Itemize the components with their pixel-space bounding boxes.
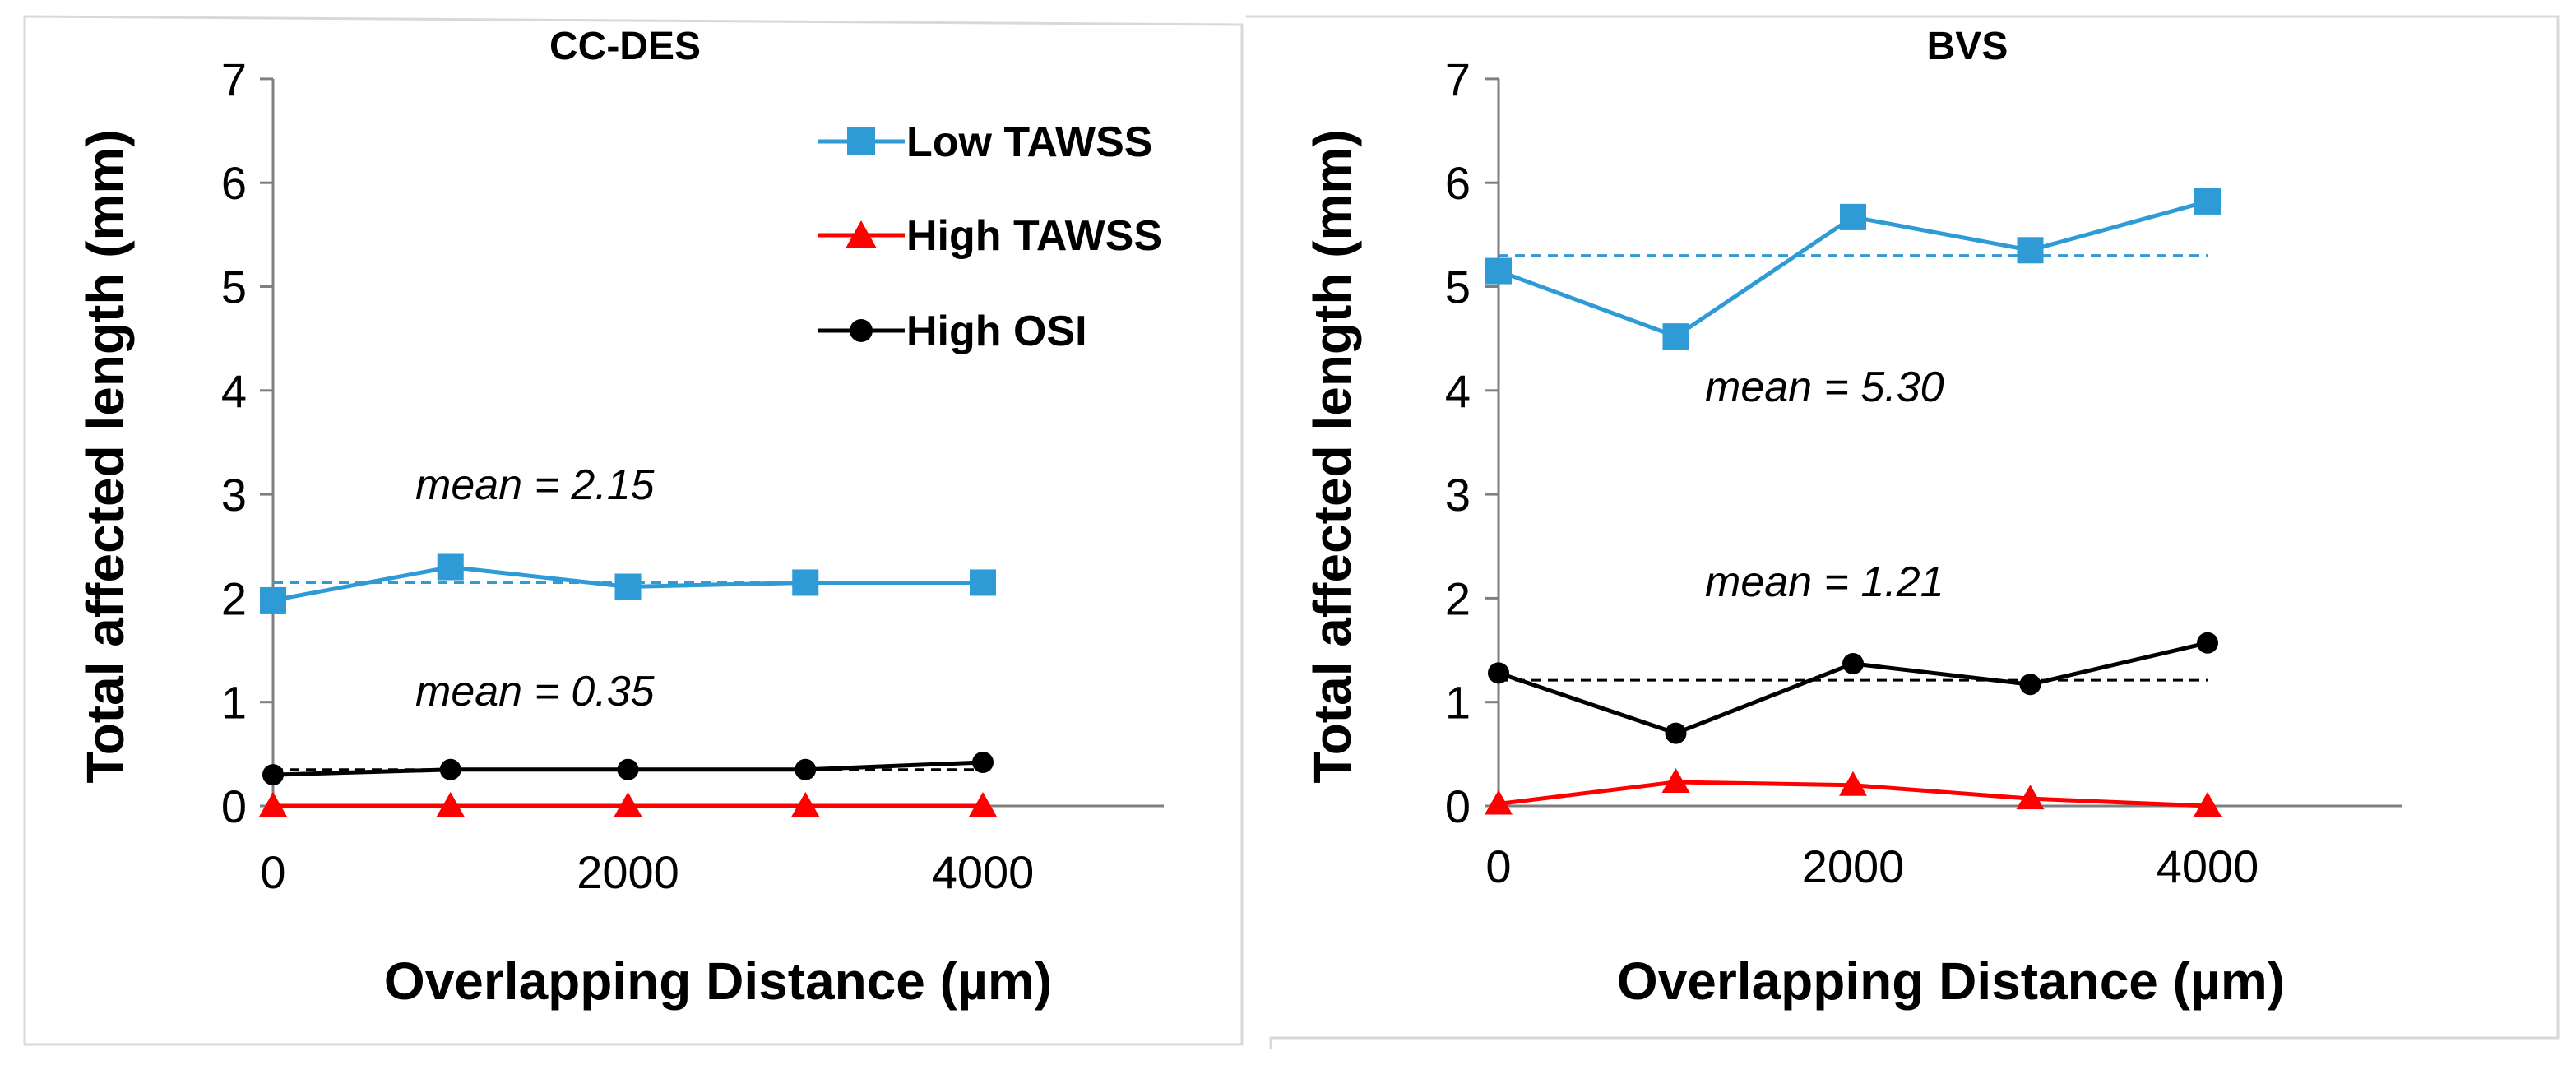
right-panel-border — [1246, 15, 2560, 1049]
y-tick-label: 2 — [1445, 572, 1471, 624]
data-point-marker — [439, 758, 461, 780]
y-tick-label: 0 — [221, 780, 247, 832]
mean-annotation-high-osi: mean = 0.35 — [415, 668, 656, 715]
data-point-marker — [2017, 237, 2044, 264]
chart-title: BVS — [1927, 25, 2008, 68]
y-tick-label: 7 — [1445, 53, 1471, 105]
data-point-marker — [1661, 767, 1690, 793]
data-point-marker — [1485, 257, 1512, 285]
y-tick-label: 1 — [1445, 677, 1471, 729]
legend: Low TAWSS High TAWSS High OSI — [818, 118, 1162, 355]
chart-title: CC-DES — [549, 25, 701, 68]
chart-bvs: BVS 0 1 2 3 4 5 6 7 0 2000 4000 Total affected len… — [1303, 25, 2402, 1011]
mean-annotation-low-tawss: mean = 2.15 — [415, 461, 656, 509]
mean-annotation-high-osi: mean = 1.21 — [1705, 558, 1944, 606]
y-tick-label: 5 — [221, 262, 247, 313]
y-tick-label: 1 — [221, 677, 247, 729]
x-tick-label: 4000 — [932, 846, 1035, 898]
data-point-marker — [436, 792, 465, 817]
legend-marker-high-tawss — [846, 220, 877, 248]
data-point-marker — [1488, 662, 1509, 684]
data-point-marker — [1842, 652, 1864, 674]
data-point-marker — [2194, 792, 2222, 817]
x-tick-label: 0 — [260, 846, 285, 898]
data-point-marker — [970, 569, 996, 596]
data-point-marker — [614, 792, 642, 817]
data-point-marker — [2197, 632, 2218, 654]
axes: 0 1 2 3 4 5 6 7 0 2000 4000 — [1445, 53, 2402, 892]
data-point-marker — [259, 792, 287, 817]
data-point-marker — [2194, 188, 2221, 215]
y-tick-label: 4 — [1445, 365, 1471, 417]
x-tick-label: 0 — [1485, 840, 1511, 892]
legend-label-high-osi: High OSI — [906, 308, 1087, 355]
y-axis-title: Total affected length (mm) — [76, 129, 135, 783]
data-point-marker — [2016, 785, 2045, 810]
data-point-marker — [792, 569, 819, 596]
y-tick-label: 0 — [1445, 780, 1471, 832]
data-point-marker — [437, 553, 464, 581]
chart-cc-des: CC-DES 0 1 2 3 4 5 6 7 0 2000 4000 Total affected … — [76, 25, 1164, 1011]
mean-annotation-low-tawss: mean = 5.30 — [1705, 363, 1944, 411]
data-point-marker — [1840, 203, 1866, 230]
legend-marker-high-osi — [850, 319, 873, 342]
legend-marker-low-tawss — [847, 127, 875, 155]
y-tick-label: 5 — [1445, 262, 1471, 313]
y-tick-label: 2 — [221, 572, 247, 624]
axes: 0 1 2 3 4 5 6 7 0 2000 4000 — [221, 53, 1164, 898]
data-point-marker — [262, 764, 284, 786]
data-point-marker — [1839, 771, 1867, 796]
x-tick-label: 4000 — [2157, 840, 2259, 892]
x-axis-title: Overlapping Distance (µm) — [384, 952, 1052, 1011]
data-point-marker — [791, 792, 820, 817]
data-point-marker — [260, 586, 286, 614]
data-point-marker — [1662, 323, 1689, 350]
data-point-marker — [972, 751, 994, 773]
x-tick-label: 2000 — [1802, 840, 1905, 892]
data-point-marker — [614, 573, 642, 600]
plot-area — [259, 553, 997, 817]
left-panel-border — [23, 15, 1244, 1046]
data-point-marker — [2019, 674, 2041, 696]
y-axis-title: Total affected length (mm) — [1303, 129, 1362, 783]
plot-area — [1485, 188, 2222, 817]
y-tick-label: 7 — [221, 53, 247, 105]
x-axis-title: Overlapping Distance (µm) — [1617, 952, 2285, 1011]
y-tick-label: 6 — [221, 157, 247, 209]
data-point-marker — [795, 758, 817, 780]
y-tick-label: 6 — [1445, 157, 1471, 209]
data-point-marker — [969, 792, 997, 817]
y-tick-label: 4 — [221, 365, 247, 417]
data-point-marker — [1485, 789, 1513, 815]
data-point-marker — [617, 758, 639, 780]
legend-label-high-tawss: High TAWSS — [906, 212, 1162, 260]
x-tick-label: 2000 — [577, 846, 679, 898]
y-tick-label: 3 — [1445, 469, 1471, 521]
data-point-marker — [1665, 722, 1687, 744]
y-tick-label: 3 — [221, 469, 247, 521]
legend-label-low-tawss: Low TAWSS — [906, 118, 1152, 166]
